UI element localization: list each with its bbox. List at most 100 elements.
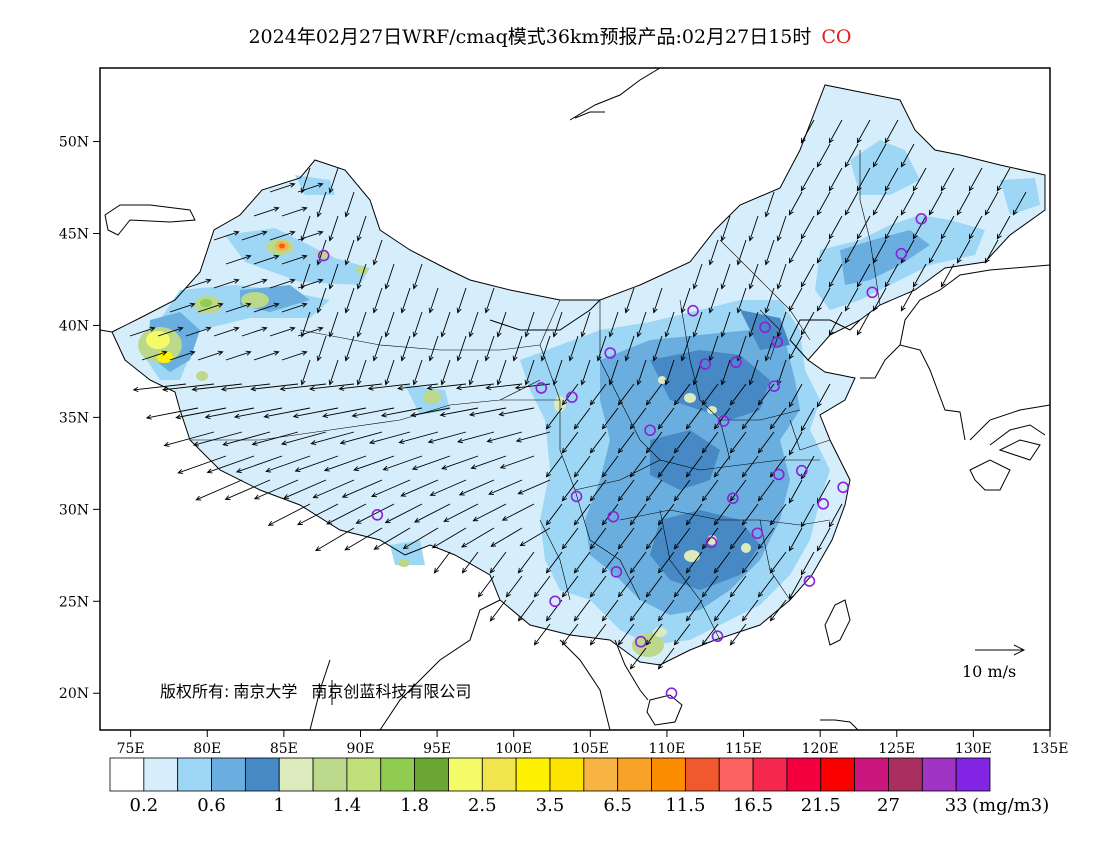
wind-arrow [617, 383, 635, 406]
wind-arrow [197, 302, 224, 313]
wind-arrow [468, 407, 507, 417]
wind-arrow [490, 527, 523, 547]
wind-arrow [253, 350, 280, 361]
wind-arrow [629, 551, 647, 574]
station-marker [866, 286, 879, 299]
wind-arrow [608, 311, 619, 338]
lat-tick-label: 25N [59, 594, 89, 610]
wind-arrow [844, 239, 859, 264]
wind-arrow [984, 191, 999, 216]
wind-arrow [517, 479, 551, 495]
copyright-prefix: 版权所有: [160, 682, 229, 701]
wind-arrow [185, 278, 212, 289]
wind-arrow [308, 383, 355, 392]
wind-arrow [402, 527, 439, 549]
wind-arrow [816, 383, 831, 408]
wind-arrow [828, 263, 843, 288]
colorbar-swatch [752, 757, 788, 792]
wind-arrow [328, 359, 339, 386]
wind-arrow [629, 455, 647, 478]
wind-arrow [344, 239, 355, 266]
wind-arrow [580, 311, 591, 338]
wind-arrow [757, 527, 775, 550]
wind-arrow [713, 551, 731, 574]
wind-arrow [701, 479, 719, 502]
wind-arrow [685, 455, 703, 478]
wind-arrow [701, 623, 719, 646]
colorbar-swatch [854, 757, 889, 792]
colorbar-swatch [481, 757, 517, 792]
station-marker [604, 347, 617, 359]
wind-arrow [488, 479, 523, 495]
wind-arrow [545, 407, 563, 430]
wind-arrow [968, 167, 983, 192]
wind-arrow [384, 359, 395, 386]
wind-arrow [984, 239, 999, 264]
wind-arrow [764, 287, 775, 314]
wind-arrow [928, 239, 943, 264]
colorbar-label: 16.5 [733, 795, 773, 816]
wind-arrow [519, 527, 551, 547]
wind-arrow [673, 479, 691, 502]
wind-arrow [720, 215, 731, 242]
wind-arrow [323, 455, 367, 472]
lon-tick-label: 85E [270, 741, 298, 757]
wind-arrow [573, 455, 591, 478]
colorbar-unit: (mg/m3) [972, 795, 1049, 816]
wind-arrow [470, 455, 507, 470]
colorbar-swatch [921, 757, 957, 792]
wind-arrow [685, 551, 703, 574]
wind-arrow [856, 263, 871, 288]
wind-arrow [426, 383, 467, 391]
wind-arrow [552, 359, 563, 386]
wind-arrow [384, 263, 395, 290]
station-marker [570, 490, 583, 503]
wind-arrow [281, 206, 308, 217]
wind-arrow [456, 335, 467, 362]
wind-arrow [253, 302, 280, 313]
lat-tick-label: 45N [59, 227, 89, 243]
wind-arrow [561, 527, 579, 550]
lon-tick-label: 80E [193, 741, 221, 757]
wind-arrow [225, 302, 252, 313]
copyright-text: 版权所有: 南京大学 南京创蓝科技有限公司 [160, 682, 471, 701]
wind-arrow [757, 479, 775, 502]
wind-arrow [680, 335, 691, 362]
wind-arrow [800, 551, 815, 576]
wind-arrow [629, 503, 647, 526]
colorbar-swatch [820, 757, 856, 792]
wind-arrow [439, 407, 479, 417]
colorbar-swatch [414, 757, 449, 792]
wind-arrow [757, 383, 775, 406]
wind-arrow [788, 191, 803, 216]
lon-tick-label: 115E [725, 741, 762, 757]
colorbar-swatch [955, 757, 991, 792]
wind-arrow [701, 383, 719, 406]
wind-arrow [222, 431, 271, 447]
wind-arrow [316, 191, 327, 218]
wind-arrow [573, 599, 591, 622]
colorbar-label: 0.6 [197, 795, 226, 816]
station-marker [644, 424, 656, 437]
colorbar-label: 1.8 [400, 795, 429, 816]
wind-arrow [736, 239, 747, 266]
station-marker [759, 321, 771, 334]
wind-arrow [195, 479, 243, 501]
neighbouring-boundaries [100, 68, 1050, 730]
wind-arrow [253, 254, 280, 265]
colorbar-swatch [278, 757, 314, 792]
colorbar-label: 1.4 [333, 795, 362, 816]
wind-arrow [685, 503, 703, 526]
wind-arrow [657, 551, 675, 574]
wind-arrow [204, 407, 255, 420]
wind-arrow [269, 182, 296, 193]
wind-arrow [169, 302, 196, 313]
wind-arrow [685, 407, 703, 430]
wind-arrow [872, 143, 887, 168]
wind-arrow [411, 455, 451, 471]
wind-arrow [433, 551, 451, 574]
wind-arrow [828, 503, 843, 528]
wind-arrow [629, 407, 647, 430]
wind-arrow [708, 287, 719, 314]
wind-arrow [769, 551, 787, 574]
